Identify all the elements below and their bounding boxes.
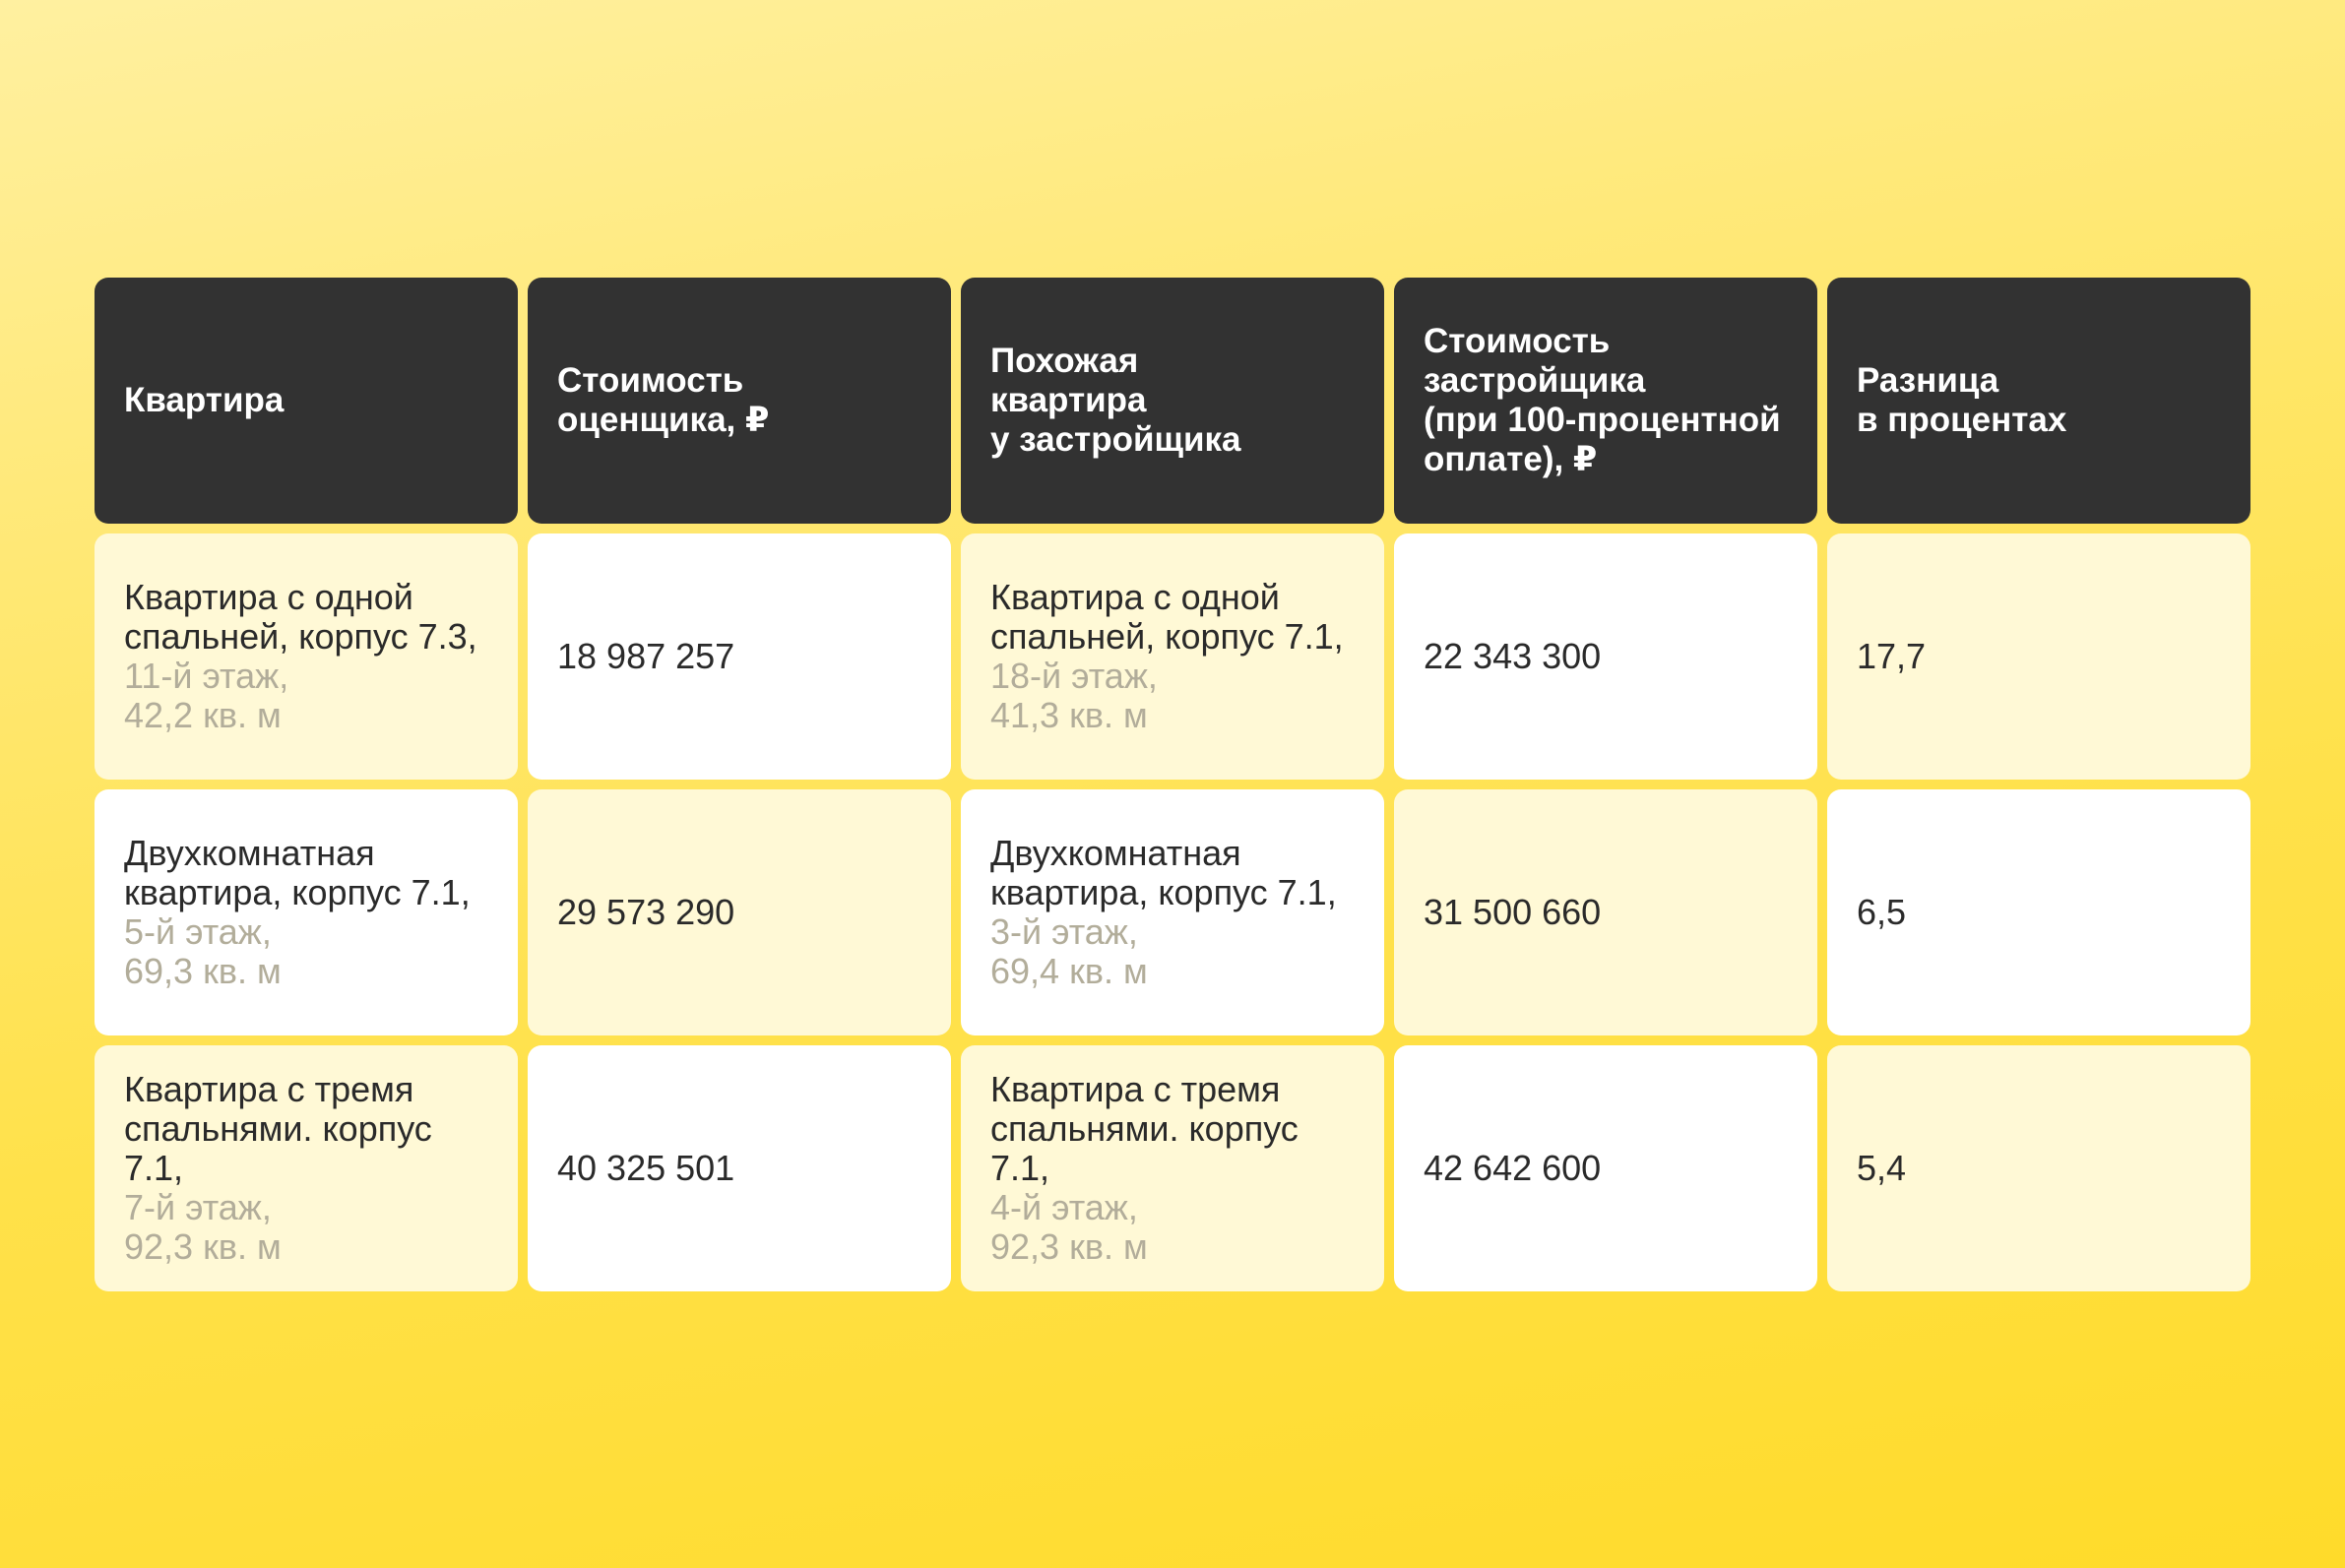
header-difference-label: Разница в процентах [1857,361,2067,439]
difference-value: 6,5 [1857,892,1907,932]
header-similar-apartment-label: Похожая квартира у застройщика [990,342,1241,459]
similar-detail: 3-й этаж, 69,4 кв. м [990,911,1148,991]
table-cell-apartment: Квартира с тремя спальнями. корпус 7.1, … [95,1045,518,1291]
table-cell-similar: Квартира с тремя спальнями. корпус 7.1, … [961,1045,1384,1291]
table-cell-apartment: Квартира с одной спальней, корпус 7.3, 1… [95,533,518,780]
table-cell-appraiser-price: 18 987 257 [528,533,951,780]
similar-detail: 4-й этаж, 92,3 кв. м [990,1187,1148,1267]
price-comparison-table: Квартира Стоимость оценщика, ₽ Похожая к… [95,278,2250,1291]
difference-value: 17,7 [1857,636,1927,676]
apartment-detail: 7-й этаж, 92,3 кв. м [124,1187,282,1267]
developer-price-value: 31 500 660 [1424,892,1602,932]
appraiser-price-value: 40 325 501 [557,1148,735,1188]
table-cell-developer-price: 22 343 300 [1394,533,1817,780]
developer-price-value: 22 343 300 [1424,636,1602,676]
similar-detail: 18-й этаж, 41,3 кв. м [990,656,1158,735]
developer-price-value: 42 642 600 [1424,1148,1602,1188]
table-cell-appraiser-price: 29 573 290 [528,789,951,1035]
apartment-detail: 5-й этаж, 69,3 кв. м [124,911,282,991]
header-apartment-label: Квартира [124,381,285,419]
table-cell-similar: Двухкомнатная квартира, корпус 7.1, 3-й … [961,789,1384,1035]
similar-name: Двухкомнатная квартира, корпус 7.1, [990,833,1337,912]
table-cell-appraiser-price: 40 325 501 [528,1045,951,1291]
similar-name: Квартира с одной спальней, корпус 7.1, [990,577,1344,657]
table-cell-developer-price: 31 500 660 [1394,789,1817,1035]
header-difference: Разница в процентах [1827,278,2250,524]
appraiser-price-value: 18 987 257 [557,636,735,676]
apartment-name: Квартира с одной спальней, корпус 7.3, [124,577,477,657]
appraiser-price-value: 29 573 290 [557,892,735,932]
header-appraiser-price-label: Стоимость оценщика, ₽ [557,361,770,439]
apartment-name: Квартира с тремя спальнями. корпус 7.1, [124,1069,432,1188]
header-similar-apartment: Похожая квартира у застройщика [961,278,1384,524]
table-cell-developer-price: 42 642 600 [1394,1045,1817,1291]
table-cell-similar: Квартира с одной спальней, корпус 7.1, 1… [961,533,1384,780]
header-developer-price-label: Стоимость застройщика (при 100-процентно… [1424,322,1781,478]
apartment-detail: 11-й этаж, 42,2 кв. м [124,656,289,735]
table-cell-difference: 5,4 [1827,1045,2250,1291]
header-appraiser-price: Стоимость оценщика, ₽ [528,278,951,524]
table-cell-difference: 6,5 [1827,789,2250,1035]
apartment-name: Двухкомнатная квартира, корпус 7.1, [124,833,471,912]
header-developer-price: Стоимость застройщика (при 100-процентно… [1394,278,1817,524]
header-apartment: Квартира [95,278,518,524]
similar-name: Квартира с тремя спальнями. корпус 7.1, [990,1069,1299,1188]
difference-value: 5,4 [1857,1148,1907,1188]
table-cell-difference: 17,7 [1827,533,2250,780]
table-cell-apartment: Двухкомнатная квартира, корпус 7.1, 5-й … [95,789,518,1035]
